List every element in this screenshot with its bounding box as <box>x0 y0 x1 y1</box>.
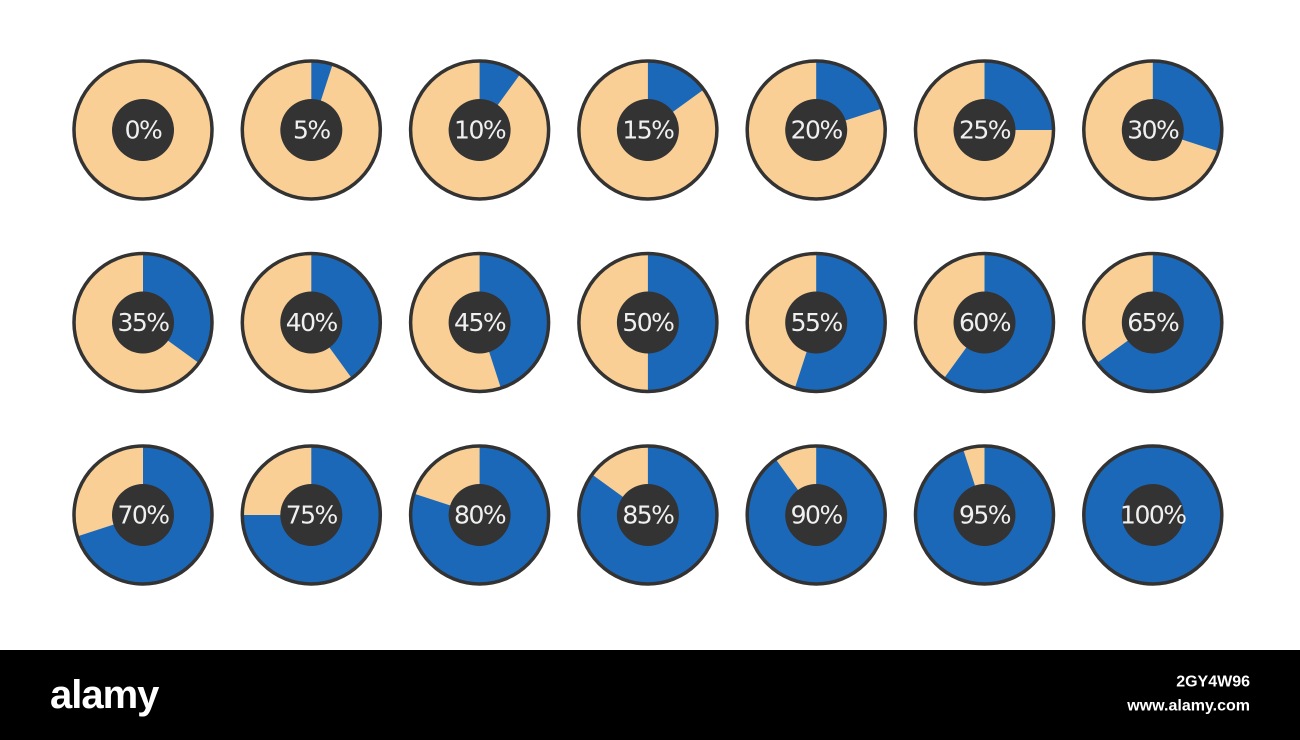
pie-hole <box>280 484 343 546</box>
pie-outline <box>240 59 383 201</box>
pie-outline <box>1082 444 1224 586</box>
pie-hole <box>448 291 511 354</box>
pie-outline <box>913 251 1056 394</box>
value-label: 55% <box>791 308 843 337</box>
pie-outline <box>408 251 551 394</box>
pie-hole <box>953 484 1016 546</box>
pie-outline <box>913 444 1056 586</box>
pie-hole <box>1121 99 1184 161</box>
pie-slice <box>143 253 213 364</box>
pie-outline <box>745 251 887 394</box>
pie-hole <box>616 484 679 546</box>
value-label: 70% <box>117 501 169 530</box>
value-label: 95% <box>959 501 1011 530</box>
pie-outline <box>72 251 214 394</box>
pie-slice <box>647 253 717 392</box>
pie-hole <box>112 484 174 546</box>
value-label: 75% <box>286 501 338 530</box>
pie-outline <box>1082 59 1224 201</box>
pie-hole <box>280 99 343 161</box>
pie-hole <box>616 99 679 161</box>
pie-slice <box>311 253 381 379</box>
pie-outline <box>745 444 887 586</box>
value-label: 15% <box>622 116 674 145</box>
footer-bar <box>0 650 1300 740</box>
pie-outline <box>408 59 551 201</box>
pie-outline <box>577 444 719 586</box>
value-label: 40% <box>286 308 338 337</box>
pie-outline <box>408 444 551 586</box>
logo: alamy <box>50 673 160 717</box>
value-label: 60% <box>959 308 1011 337</box>
pie-hole <box>785 99 848 161</box>
pie-hole <box>112 99 174 161</box>
pie-hole <box>280 291 343 354</box>
pie-hole <box>448 484 511 546</box>
value-label: 50% <box>622 308 674 337</box>
pie-outline <box>577 59 719 201</box>
value-label: 20% <box>791 116 843 145</box>
pie-hole <box>953 99 1016 161</box>
pie-hole <box>785 484 848 546</box>
value-label: 65% <box>1127 308 1179 337</box>
value-label: 5% <box>293 116 330 145</box>
pie-outline <box>240 251 383 394</box>
value-label: 85% <box>622 501 674 530</box>
value-label: 30% <box>1127 116 1179 145</box>
pie-hole <box>953 291 1016 354</box>
pie-outline <box>72 444 214 586</box>
pie-slice <box>479 253 549 389</box>
pie-outline <box>240 444 383 586</box>
value-label: 90% <box>791 501 843 530</box>
value-label: 25% <box>959 116 1011 145</box>
pie-hole <box>1121 484 1184 546</box>
pie-hole <box>1121 291 1184 354</box>
pie-outline <box>1082 251 1224 394</box>
pie-hole <box>112 291 174 354</box>
value-label: 100% <box>1120 501 1186 530</box>
value-label: 35% <box>117 308 169 337</box>
value-label: 0% <box>125 116 162 145</box>
url: www.alamy.com <box>1126 698 1250 715</box>
pie-outline <box>745 59 887 201</box>
value-label: 45% <box>454 308 506 337</box>
pie-outline <box>913 59 1056 201</box>
pie-outline <box>72 59 214 201</box>
value-label: 80% <box>454 501 506 530</box>
pie-hole <box>616 291 679 354</box>
pie-hole <box>785 291 848 354</box>
image-id: 2GY4W96 <box>1176 674 1250 691</box>
pie-hole <box>448 99 511 161</box>
pie-outline <box>577 251 719 394</box>
value-label: 10% <box>454 116 506 145</box>
